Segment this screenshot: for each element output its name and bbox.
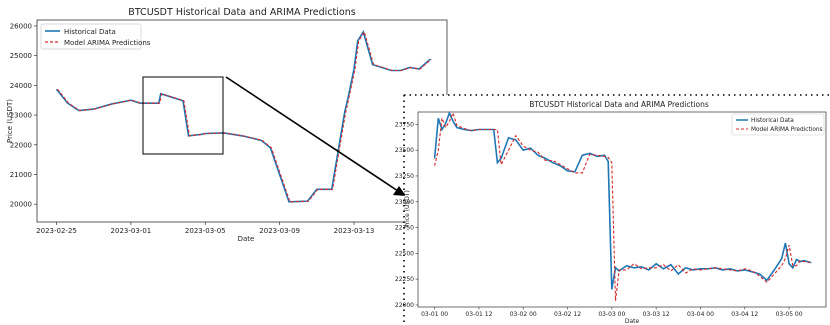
zoom-chart-title: BTCUSDT Historical Data and ARIMA Predic… — [529, 100, 709, 109]
zoom-y-tick-label: 22500 — [395, 250, 414, 257]
legend-predictions-label: Model ARIMA Predictions — [64, 39, 151, 47]
main-y-tick-label: 24000 — [10, 82, 32, 90]
zoom-y-tick-label: 22750 — [395, 225, 414, 232]
zoom-region-box — [142, 76, 224, 155]
zoom-y-axis-label: Price (USDT) — [404, 190, 411, 228]
zoom-arrow-head — [393, 186, 406, 196]
main-x-tick-label: 2023-02-25 — [36, 227, 77, 235]
main-x-axis-label: Date — [238, 235, 255, 243]
zoom-arima-predictions-series-line — [434, 111, 812, 301]
main-y-tick-label: 25000 — [10, 52, 32, 60]
zoom-x-tick-label: 03-02 12 — [554, 311, 581, 318]
main-x-tick-label: 2023-03-01 — [111, 227, 152, 235]
main-chart-title: BTCUSDT Historical Data and ARIMA Predic… — [128, 7, 355, 18]
zoom-x-tick-label: 03-03 00 — [598, 311, 625, 318]
zoom-x-tick-label: 03-04 00 — [687, 311, 714, 318]
zoom-x-tick-label: 03-01 12 — [465, 311, 492, 318]
main-y-tick-label: 26000 — [10, 22, 32, 30]
main-legend: Historical Data Model ARIMA Predictions — [40, 23, 151, 50]
zoom-legend-predictions-label: Model ARIMA Predictions — [751, 127, 823, 133]
zoom-plot-area — [417, 111, 827, 308]
main-x-tick-label: 2023-03-05 — [185, 227, 226, 235]
zoom-y-tick-label: 22000 — [395, 302, 414, 309]
zoom-x-tick-label: 03-02 00 — [510, 311, 537, 318]
main-x-tick-label: 2023-03-09 — [259, 227, 300, 235]
zoom-x-axis-label: Date — [625, 318, 640, 325]
zoom-legend: Historical Data Model ARIMA Predictions — [731, 113, 825, 136]
main-y-tick-label: 23000 — [10, 112, 32, 120]
zoom-x-tick-label: 03-04 12 — [731, 311, 758, 318]
arima-predictions-series-line — [57, 30, 432, 203]
zoom-y-tick-label: 23750 — [395, 121, 414, 128]
zoom-y-tick-label: 23500 — [395, 147, 414, 154]
zoom-x-tick-label: 03-03 12 — [643, 311, 670, 318]
main-y-tick-label: 21000 — [10, 171, 32, 179]
zoom-legend-historical-label: Historical Data — [751, 118, 794, 124]
zoom-y-tick-label: 22250 — [395, 276, 414, 283]
legend-historical-label: Historical Data — [64, 28, 116, 36]
main-x-tick-label: 2023-03-13 — [334, 227, 375, 235]
main-y-tick-label: 20000 — [10, 201, 32, 209]
main-y-axis-label: Price (USDT) — [6, 99, 14, 143]
main-y-tick-label: 22000 — [10, 141, 32, 149]
zoom-x-tick-label: 03-01 00 — [421, 311, 448, 318]
zoom-arrow — [225, 76, 399, 192]
zoom-y-tick-label: 23250 — [395, 173, 414, 180]
zoom-x-tick-label: 03-05 00 — [776, 311, 803, 318]
zoom-y-tick-label: 23000 — [395, 199, 414, 206]
